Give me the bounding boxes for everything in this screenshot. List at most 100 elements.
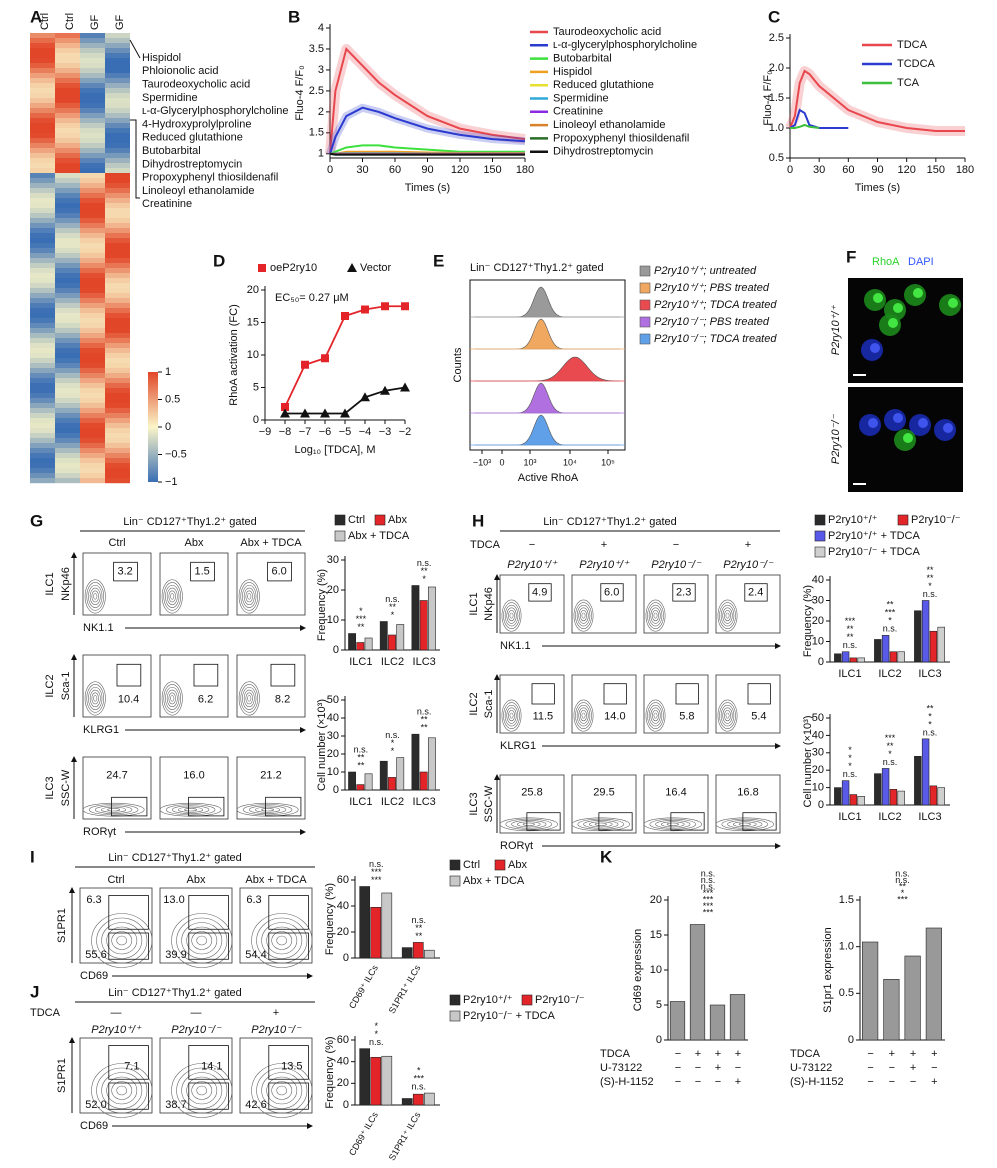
percentage: 3.2 <box>118 566 133 578</box>
percentage: 29.5 <box>593 786 614 798</box>
heatmap-cell <box>55 183 80 189</box>
heatmap-cell <box>105 273 130 279</box>
heatmap-cell <box>55 98 80 104</box>
contour <box>503 602 520 629</box>
x-tick-label: 60 <box>842 164 854 176</box>
heatmap-cell <box>105 268 130 274</box>
heatmap-cell <box>30 428 55 434</box>
point <box>400 382 410 392</box>
bar <box>427 586 436 651</box>
contour <box>116 935 128 946</box>
heatmap-cell <box>105 358 130 364</box>
column-label: Ctrl <box>39 13 51 30</box>
y-tick-label: 1 <box>318 148 324 160</box>
treatment-sign: − <box>675 1076 681 1088</box>
bar <box>411 733 420 791</box>
heatmap-cell <box>55 218 80 224</box>
gate <box>108 895 149 930</box>
cell-spot <box>868 418 878 428</box>
contour <box>161 579 183 614</box>
heatmap-cell <box>30 133 55 139</box>
heatmap-cell <box>80 398 105 404</box>
annotation: EC₅₀= 0.27 μM <box>275 292 349 304</box>
heatmap-cell <box>80 358 105 364</box>
heatmap-cell <box>30 403 55 409</box>
legend-label: Reduced glutathione <box>553 79 654 91</box>
legend-label: Ctrl <box>348 514 365 526</box>
y-marker: S1PR1 <box>56 908 68 943</box>
significance: * <box>422 574 426 584</box>
treatment-sign: − <box>695 1076 701 1088</box>
heatmap-cell <box>30 418 55 424</box>
bar <box>348 771 357 791</box>
percentage: 11.5 <box>533 711 554 723</box>
significance: *** <box>371 875 382 885</box>
heatmap-cell <box>80 108 105 114</box>
y-tick-label: 0 <box>343 952 349 964</box>
heatmap-cell <box>55 298 80 304</box>
gate <box>188 1045 229 1080</box>
treatment-sign: − <box>889 1076 895 1088</box>
gate <box>744 583 768 602</box>
significance: *** <box>703 907 714 917</box>
heatmap-cell <box>80 178 105 184</box>
bar <box>889 789 898 806</box>
treatment-sign: + <box>735 1048 741 1060</box>
heatmap-cell <box>105 453 130 459</box>
contour <box>650 707 661 724</box>
heatmap-cell <box>80 273 105 279</box>
treatment-sign: — <box>111 1007 122 1019</box>
bar <box>388 634 396 651</box>
heatmap-cell <box>55 433 80 439</box>
heatmap-cell <box>30 253 55 259</box>
heatmap-cell <box>55 463 80 469</box>
y-tick-label: 10 <box>247 349 259 361</box>
treatment-label: (S)-H-1152 <box>790 1076 844 1088</box>
cell-spot <box>893 413 903 423</box>
significance: * <box>417 1065 421 1075</box>
percentage: 13.0 <box>163 894 184 906</box>
heatmap-cell <box>80 263 105 269</box>
x-tick-label: 120 <box>897 164 915 176</box>
significance: n.s. <box>883 624 898 634</box>
heatmap-cell <box>30 103 55 109</box>
significance: * <box>928 711 932 721</box>
heatmap-cell <box>105 288 130 294</box>
significance: ** <box>926 565 934 575</box>
heatmap-cell <box>105 478 130 484</box>
heatmap-cell <box>55 403 80 409</box>
heatmap-cell <box>80 253 105 259</box>
point <box>280 408 290 418</box>
x-marker: CD69 <box>80 1120 108 1132</box>
heatmap-cell <box>105 283 130 289</box>
contour <box>184 808 198 812</box>
heatmap-cell <box>80 413 105 419</box>
x-tick-label: 0 <box>499 457 504 467</box>
gate <box>270 663 296 687</box>
significance: n.s. <box>895 875 910 885</box>
significance: ** <box>415 931 423 941</box>
bar <box>904 955 921 1041</box>
x-tick-label: 90 <box>871 164 883 176</box>
heatmap-cell <box>105 43 130 49</box>
contour <box>168 692 176 705</box>
contour <box>243 689 255 708</box>
contour <box>84 681 106 716</box>
legend-label: Abx <box>508 859 527 871</box>
bar <box>396 624 405 651</box>
heatmap-cell <box>55 373 80 379</box>
heatmap-cell <box>30 323 55 329</box>
heatmap-cell <box>105 473 130 479</box>
heatmap-cell <box>80 378 105 384</box>
y-tick-label: 30 <box>812 594 824 606</box>
contour <box>191 931 213 950</box>
contour <box>88 584 103 608</box>
legend-swatch <box>494 859 506 871</box>
heatmap-cell <box>80 33 105 39</box>
contour <box>240 582 259 611</box>
contour <box>251 1063 313 1118</box>
legend-label: P2ry10⁺/⁺ <box>828 514 878 526</box>
heatmap-cell <box>55 263 80 269</box>
significance: n.s. <box>701 881 716 891</box>
contour <box>720 604 735 627</box>
